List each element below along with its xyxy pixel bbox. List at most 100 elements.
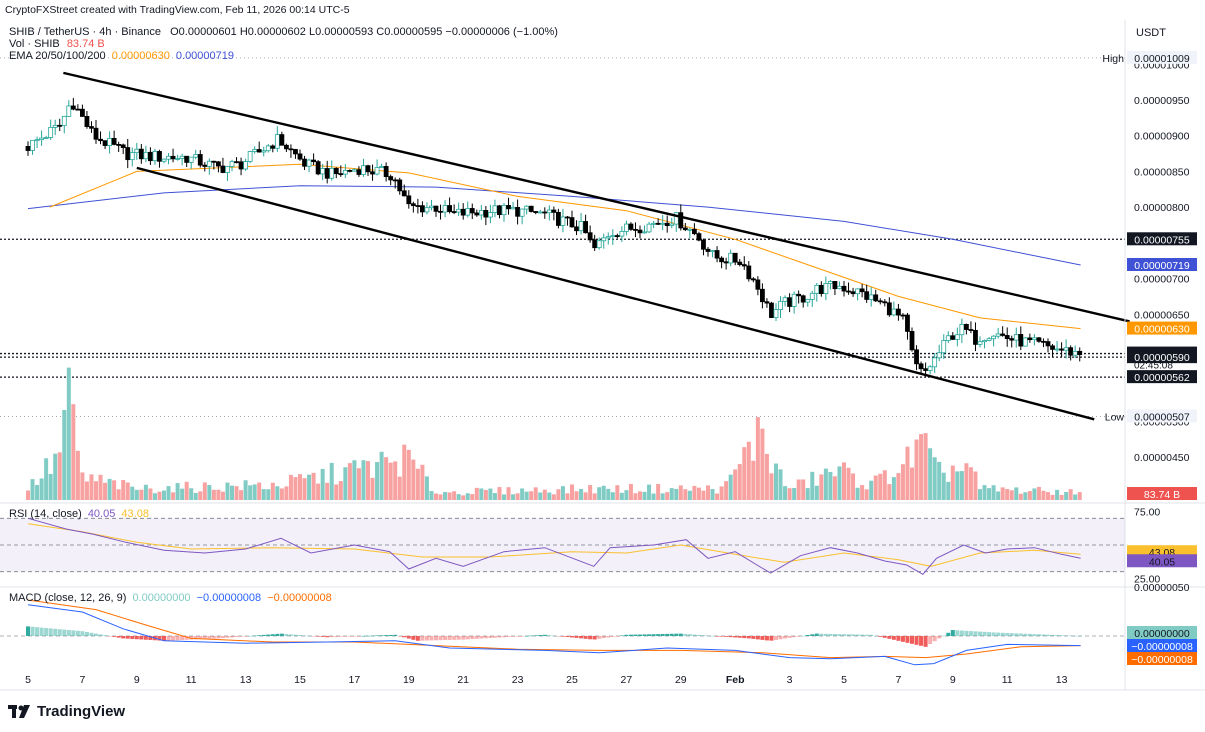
volume-bar: [180, 488, 185, 500]
macd-hist-bar: [701, 635, 706, 636]
volume-bar: [415, 468, 420, 500]
macd-hist-bar: [1009, 633, 1014, 636]
volume-bar: [1023, 492, 1028, 500]
candle-body: [918, 363, 924, 370]
candle-body: [107, 137, 112, 146]
candle-body: [723, 261, 729, 264]
volume-bar: [420, 464, 425, 500]
macd-hist-bar: [529, 635, 534, 637]
candle-body: [220, 165, 226, 173]
candle: [229, 159, 235, 172]
candle-body: [682, 227, 688, 231]
volume-bar: [674, 488, 679, 500]
volume-bar: [130, 486, 135, 500]
candle-body: [773, 309, 779, 318]
volume-bar: [996, 491, 1001, 500]
volume-bar: [837, 466, 842, 500]
time-axis-tick: 21: [457, 674, 469, 686]
volume-bar: [488, 488, 493, 500]
candle: [120, 143, 126, 155]
candle: [596, 237, 602, 250]
macd-hist-bar: [207, 636, 212, 639]
macd-hist-bar: [325, 636, 330, 638]
candle-body: [1063, 347, 1069, 351]
macd-hist-bar: [293, 634, 298, 636]
volume-bar: [1073, 494, 1078, 500]
candle-body: [320, 168, 326, 175]
macd-hist-bar: [524, 635, 529, 637]
macd-hist-bar: [914, 636, 919, 645]
candle-body: [533, 211, 539, 213]
volume-bar: [393, 461, 398, 500]
candle: [188, 156, 194, 169]
candle: [1072, 345, 1078, 359]
volume-bar: [783, 486, 788, 500]
macd-hist-bar: [384, 635, 389, 636]
candle: [651, 220, 656, 229]
volume-bar: [755, 417, 760, 500]
volume-bar: [75, 450, 80, 500]
candle: [982, 339, 987, 349]
macd-hist-bar: [601, 636, 606, 639]
candle: [900, 313, 906, 320]
macd-hist-bar: [311, 636, 316, 637]
macd-hist-bar: [937, 636, 942, 639]
candle-body: [1013, 334, 1019, 341]
macd-hist-bar: [959, 630, 964, 636]
volume-bar: [338, 481, 343, 500]
volume-bar: [139, 489, 144, 500]
volume-bar: [184, 481, 189, 500]
candle: [864, 284, 870, 303]
candle-body: [714, 250, 720, 259]
candle: [429, 199, 434, 211]
candle-body: [805, 299, 811, 303]
candle: [973, 322, 978, 352]
candle: [605, 232, 611, 245]
candle: [397, 177, 403, 195]
candle-body: [1072, 350, 1078, 356]
candle: [1027, 333, 1033, 343]
candle: [814, 282, 820, 302]
candle: [170, 148, 176, 163]
candle-body: [116, 144, 122, 146]
candle-body: [147, 151, 153, 162]
volume-bar: [1050, 494, 1055, 500]
candle: [451, 204, 457, 215]
volume-bar: [230, 485, 234, 500]
volume-bar: [1000, 487, 1005, 500]
volume-bar: [334, 484, 339, 500]
price-axis-tick: 0.00000950: [1134, 95, 1190, 107]
volume-bar: [352, 460, 357, 500]
candle-body: [102, 140, 108, 146]
tradingview-logo-text: TradingView: [37, 703, 126, 720]
macd-hist-bar: [882, 636, 887, 638]
macd-axis-tick: 0.00000050: [1134, 582, 1190, 594]
ohlc-change: −0.00000006 (−1.00%): [445, 26, 558, 38]
candle-body: [515, 206, 520, 217]
volume-bar: [819, 474, 824, 500]
volume-bar: [171, 492, 176, 500]
macd-hist-bar: [370, 635, 375, 637]
volume-bar: [293, 477, 298, 500]
ema-price-label-bg: [1127, 321, 1197, 335]
macd-hist-bar: [588, 636, 593, 640]
macd-value-label: −0.00000008: [1127, 639, 1197, 653]
candle-body: [909, 331, 915, 351]
volume-bar: [774, 463, 778, 500]
volume-bar: [298, 474, 302, 500]
macd-hist-bar: [900, 636, 905, 642]
macd-hist-bar: [796, 636, 801, 637]
candle-body: [329, 167, 335, 179]
macd-hist-bar: [706, 635, 710, 637]
candle-body: [791, 293, 797, 307]
price-axis-tick: 0.00000450: [1134, 452, 1190, 464]
macd-hist-bar: [452, 636, 457, 640]
volume-bar: [801, 479, 806, 500]
candle-body: [760, 288, 765, 303]
volume-bar: [710, 489, 715, 500]
candle-body: [1077, 350, 1083, 356]
volume-bar: [805, 488, 810, 500]
volume-bar: [397, 476, 402, 500]
volume-bar: [148, 488, 153, 500]
